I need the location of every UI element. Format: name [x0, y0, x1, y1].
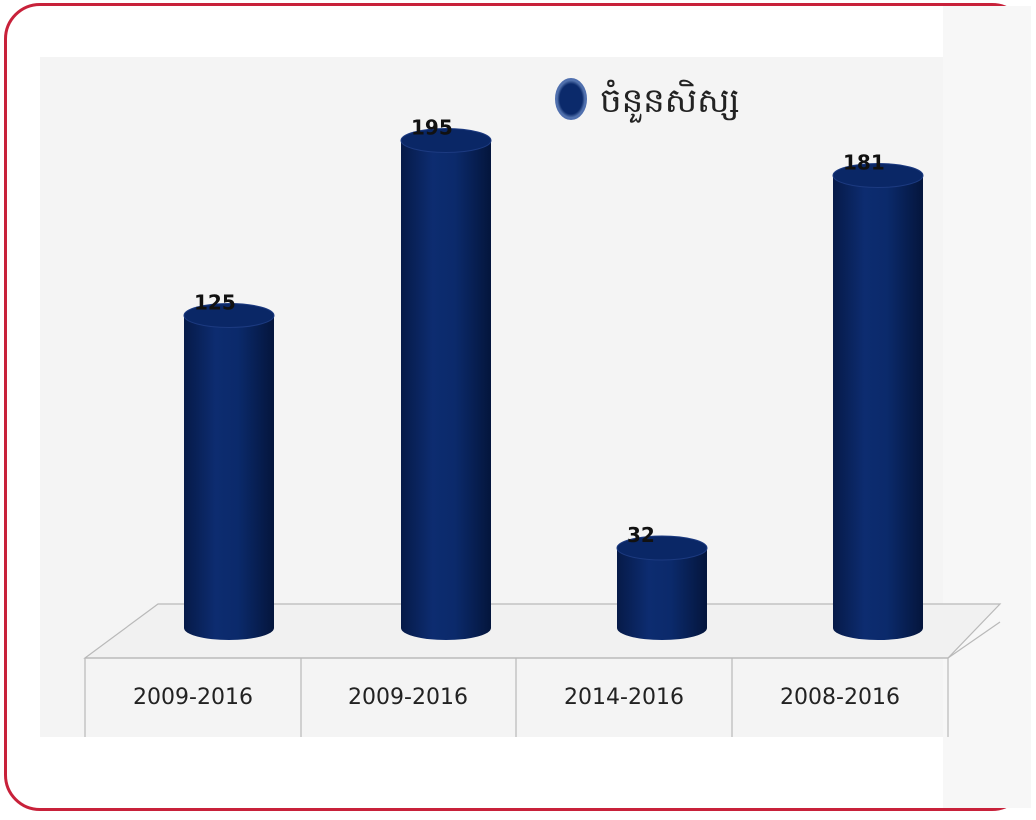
- category-label-1: 2009-2016: [133, 685, 253, 710]
- floor-right-edge: [947, 621, 1001, 659]
- data-label-2: 195: [411, 116, 453, 140]
- right-strip: [943, 6, 1031, 808]
- bar-2: [400, 128, 492, 640]
- category-label-2: 2009-2016: [348, 685, 468, 710]
- data-label-3: 32: [627, 523, 655, 547]
- legend: ចំនួនសិស្ស: [555, 78, 740, 123]
- legend-label: ចំនួនសិស្ស: [600, 79, 740, 123]
- legend-marker-icon: [555, 78, 587, 120]
- bar-3: [616, 535, 708, 640]
- category-label-3: 2014-2016: [564, 685, 684, 710]
- bar-1: [183, 303, 275, 640]
- category-axis-table: [84, 657, 949, 737]
- category-label-4: 2008-2016: [780, 685, 900, 710]
- data-label-4: 181: [843, 151, 885, 175]
- bar-4: [832, 163, 924, 640]
- data-label-1: 125: [194, 291, 236, 315]
